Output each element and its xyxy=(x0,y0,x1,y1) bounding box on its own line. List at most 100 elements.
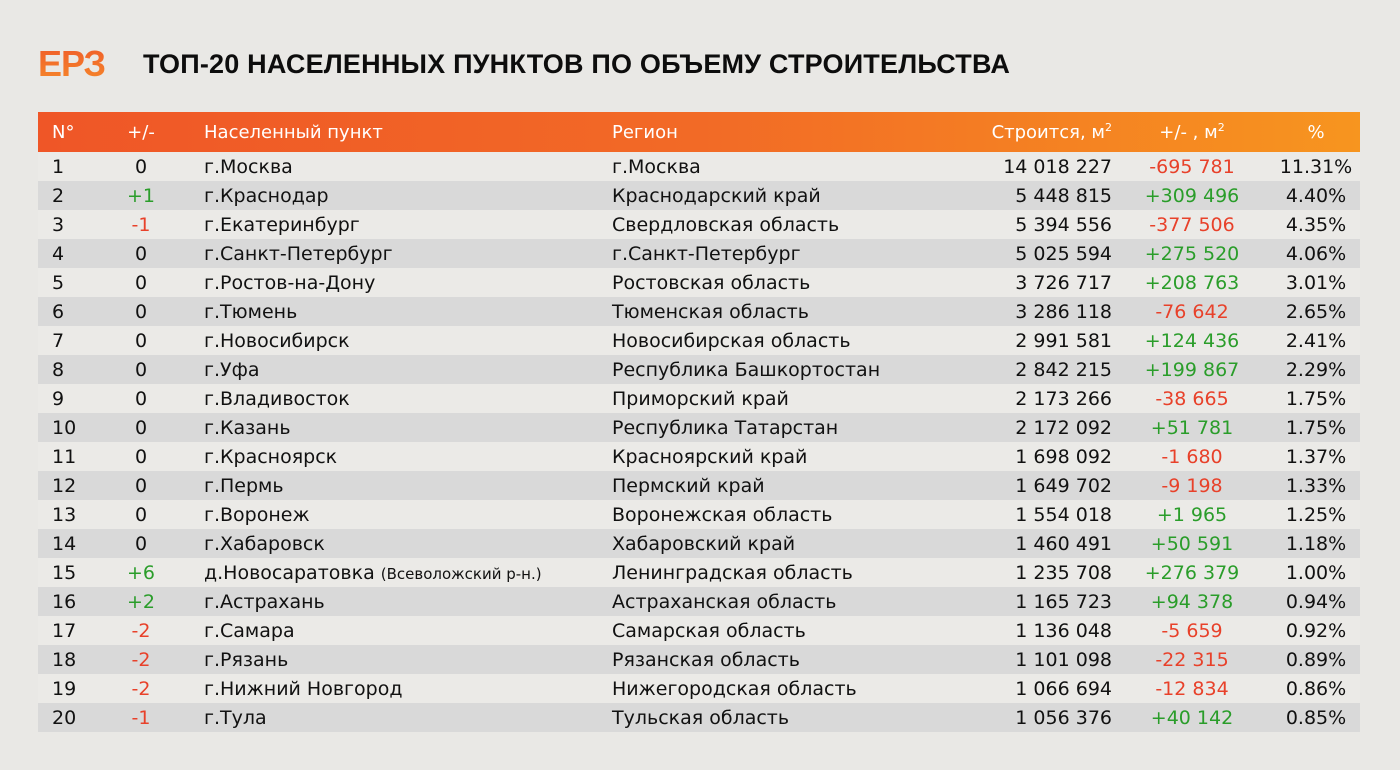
table-row: 2 +1 г.Краснодар Краснодарский край 5 448 81… xyxy=(38,181,1360,210)
table-row: 14 0 г.Хабаровск Хабаровский край 1 460 491 +… xyxy=(38,529,1360,558)
share-pct-cell: 1.75% xyxy=(1285,416,1347,439)
table-row: 10 0 г.Казань Республика Татарстан 2 172 092… xyxy=(38,413,1360,442)
share-pct-cell: 4.35% xyxy=(1285,213,1347,236)
city-name: г.Пермь xyxy=(204,474,284,497)
delta-area-cell: +276 379 xyxy=(1144,561,1240,584)
rank-change-cell: 0 xyxy=(134,532,148,555)
rank-cell: 16 xyxy=(52,590,77,613)
col-header-pct: % xyxy=(1307,121,1325,143)
city-cell: г.Тюмень xyxy=(186,301,612,323)
city-name: г.Тула xyxy=(204,706,267,729)
rank-cell: 7 xyxy=(52,329,65,352)
page-header: ЕРЗ ТОП-20 НАСЕЛЕННЫХ ПУНКТОВ ПО ОБЪЕМУ … xyxy=(38,42,1010,86)
city-cell: г.Новосибирск xyxy=(186,330,612,352)
rank-change-cell: 0 xyxy=(134,300,148,323)
rank-cell: 1 xyxy=(52,155,65,178)
rank-change-cell: 0 xyxy=(134,329,148,352)
delta-area-cell: +40 142 xyxy=(1150,706,1234,729)
city-name: г.Краснодар xyxy=(204,184,329,207)
city-name: г.Новосибирск xyxy=(204,329,350,352)
built-area-cell: 5 025 594 xyxy=(1015,242,1112,265)
region-cell: Воронежская область xyxy=(612,503,833,526)
delta-area-cell: +309 496 xyxy=(1144,184,1240,207)
delta-area-cell: -695 781 xyxy=(1149,155,1235,178)
share-pct-cell: 2.41% xyxy=(1285,329,1347,352)
share-pct-cell: 0.94% xyxy=(1285,590,1347,613)
city-name: г.Астрахань xyxy=(204,590,325,613)
rank-cell: 12 xyxy=(52,474,77,497)
col-header-region: Регион xyxy=(612,121,678,143)
share-pct-cell: 3.01% xyxy=(1285,271,1347,294)
city-name: г.Тюмень xyxy=(204,300,298,323)
rank-change-cell: -2 xyxy=(131,677,151,700)
table-row: 4 0 г.Санкт-Петербург г.Санкт-Петербург 5 02… xyxy=(38,239,1360,268)
table-row: 13 0 г.Воронеж Воронежская область 1 554 018… xyxy=(38,500,1360,529)
rank-change-cell: 0 xyxy=(134,474,148,497)
built-area-cell: 2 172 092 xyxy=(1015,416,1112,439)
table-row: 8 0 г.Уфа Республика Башкортостан 2 842 215 +… xyxy=(38,355,1360,384)
table-row: 20 -1 г.Тула Тульская область 1 056 376 +40 1… xyxy=(38,703,1360,732)
city-name: г.Хабаровск xyxy=(204,532,325,555)
col-header-delta: +/- , м2 xyxy=(1159,121,1225,143)
table-row: 15 +6 д.Новосаратовка (Всеволожский р-н.) Л… xyxy=(38,558,1360,587)
region-cell: Тульская область xyxy=(612,706,790,729)
city-name: г.Рязань xyxy=(204,648,289,671)
region-cell: Республика Татарстан xyxy=(612,416,839,439)
page-title: ТОП-20 НАСЕЛЕННЫХ ПУНКТОВ ПО ОБЪЕМУ СТРО… xyxy=(143,48,1011,79)
region-cell: г.Москва xyxy=(612,155,701,178)
share-pct-cell: 2.65% xyxy=(1285,300,1347,323)
rank-change-cell: +6 xyxy=(126,561,155,584)
share-pct-cell: 1.18% xyxy=(1285,532,1347,555)
region-cell: Красноярский край xyxy=(612,445,808,468)
built-area-cell: 1 649 702 xyxy=(1015,474,1112,497)
table-row: 16 +2 г.Астрахань Астраханская область 1 165… xyxy=(38,587,1360,616)
region-cell: Самарская область xyxy=(612,619,806,642)
share-pct-cell: 0.92% xyxy=(1285,619,1347,642)
rank-cell: 19 xyxy=(52,677,77,700)
built-area-cell: 2 173 266 xyxy=(1015,387,1112,410)
rank-change-cell: 0 xyxy=(134,387,148,410)
delta-area-cell: -9 198 xyxy=(1161,474,1223,497)
city-cell: г.Нижний Новгород xyxy=(186,678,612,700)
col-header-city: Населенный пункт xyxy=(204,121,383,143)
region-cell: Астраханская область xyxy=(612,590,837,613)
region-cell: Приморский край xyxy=(612,387,789,410)
city-name: г.Самара xyxy=(204,619,295,642)
built-area-cell: 3 726 717 xyxy=(1015,271,1112,294)
rank-cell: 14 xyxy=(52,532,77,555)
rank-cell: 2 xyxy=(52,184,65,207)
rank-cell: 15 xyxy=(52,561,77,584)
delta-area-cell: -377 506 xyxy=(1149,213,1235,236)
city-cell: г.Пермь xyxy=(186,475,612,497)
rank-cell: 13 xyxy=(52,503,77,526)
region-cell: Ленинградская область xyxy=(612,561,853,584)
built-area-cell: 1 101 098 xyxy=(1015,648,1112,671)
city-cell: г.Владивосток xyxy=(186,388,612,410)
table-row: 17 -2 г.Самара Самарская область 1 136 048 -5… xyxy=(38,616,1360,645)
region-cell: Краснодарский край xyxy=(612,184,821,207)
city-name: г.Воронеж xyxy=(204,503,310,526)
region-cell: Ростовская область xyxy=(612,271,811,294)
rank-change-cell: 0 xyxy=(134,503,148,526)
region-cell: г.Санкт-Петербург xyxy=(612,242,801,265)
table-row: 6 0 г.Тюмень Тюменская область 3 286 118 -76 … xyxy=(38,297,1360,326)
table-row: 19 -2 г.Нижний Новгород Нижегородская облас… xyxy=(38,674,1360,703)
rank-cell: 8 xyxy=(52,358,65,381)
region-cell: Пермский край xyxy=(612,474,765,497)
city-cell: г.Тула xyxy=(186,707,612,729)
table-row: 5 0 г.Ростов-на-Дону Ростовская область 3 72… xyxy=(38,268,1360,297)
delta-area-cell: +50 591 xyxy=(1150,532,1234,555)
delta-area-cell: +208 763 xyxy=(1144,271,1240,294)
delta-area-cell: +51 781 xyxy=(1150,416,1234,439)
city-cell: г.Самара xyxy=(186,620,612,642)
built-area-cell: 2 842 215 xyxy=(1015,358,1112,381)
rank-cell: 6 xyxy=(52,300,65,323)
rank-change-cell: 0 xyxy=(134,358,148,381)
share-pct-cell: 0.89% xyxy=(1285,648,1347,671)
region-cell: Тюменская область xyxy=(612,300,809,323)
city-name: г.Санкт-Петербург xyxy=(204,242,393,265)
rank-cell: 18 xyxy=(52,648,77,671)
city-name: г.Москва xyxy=(204,155,293,178)
share-pct-cell: 0.85% xyxy=(1285,706,1347,729)
rank-change-cell: +2 xyxy=(126,590,155,613)
